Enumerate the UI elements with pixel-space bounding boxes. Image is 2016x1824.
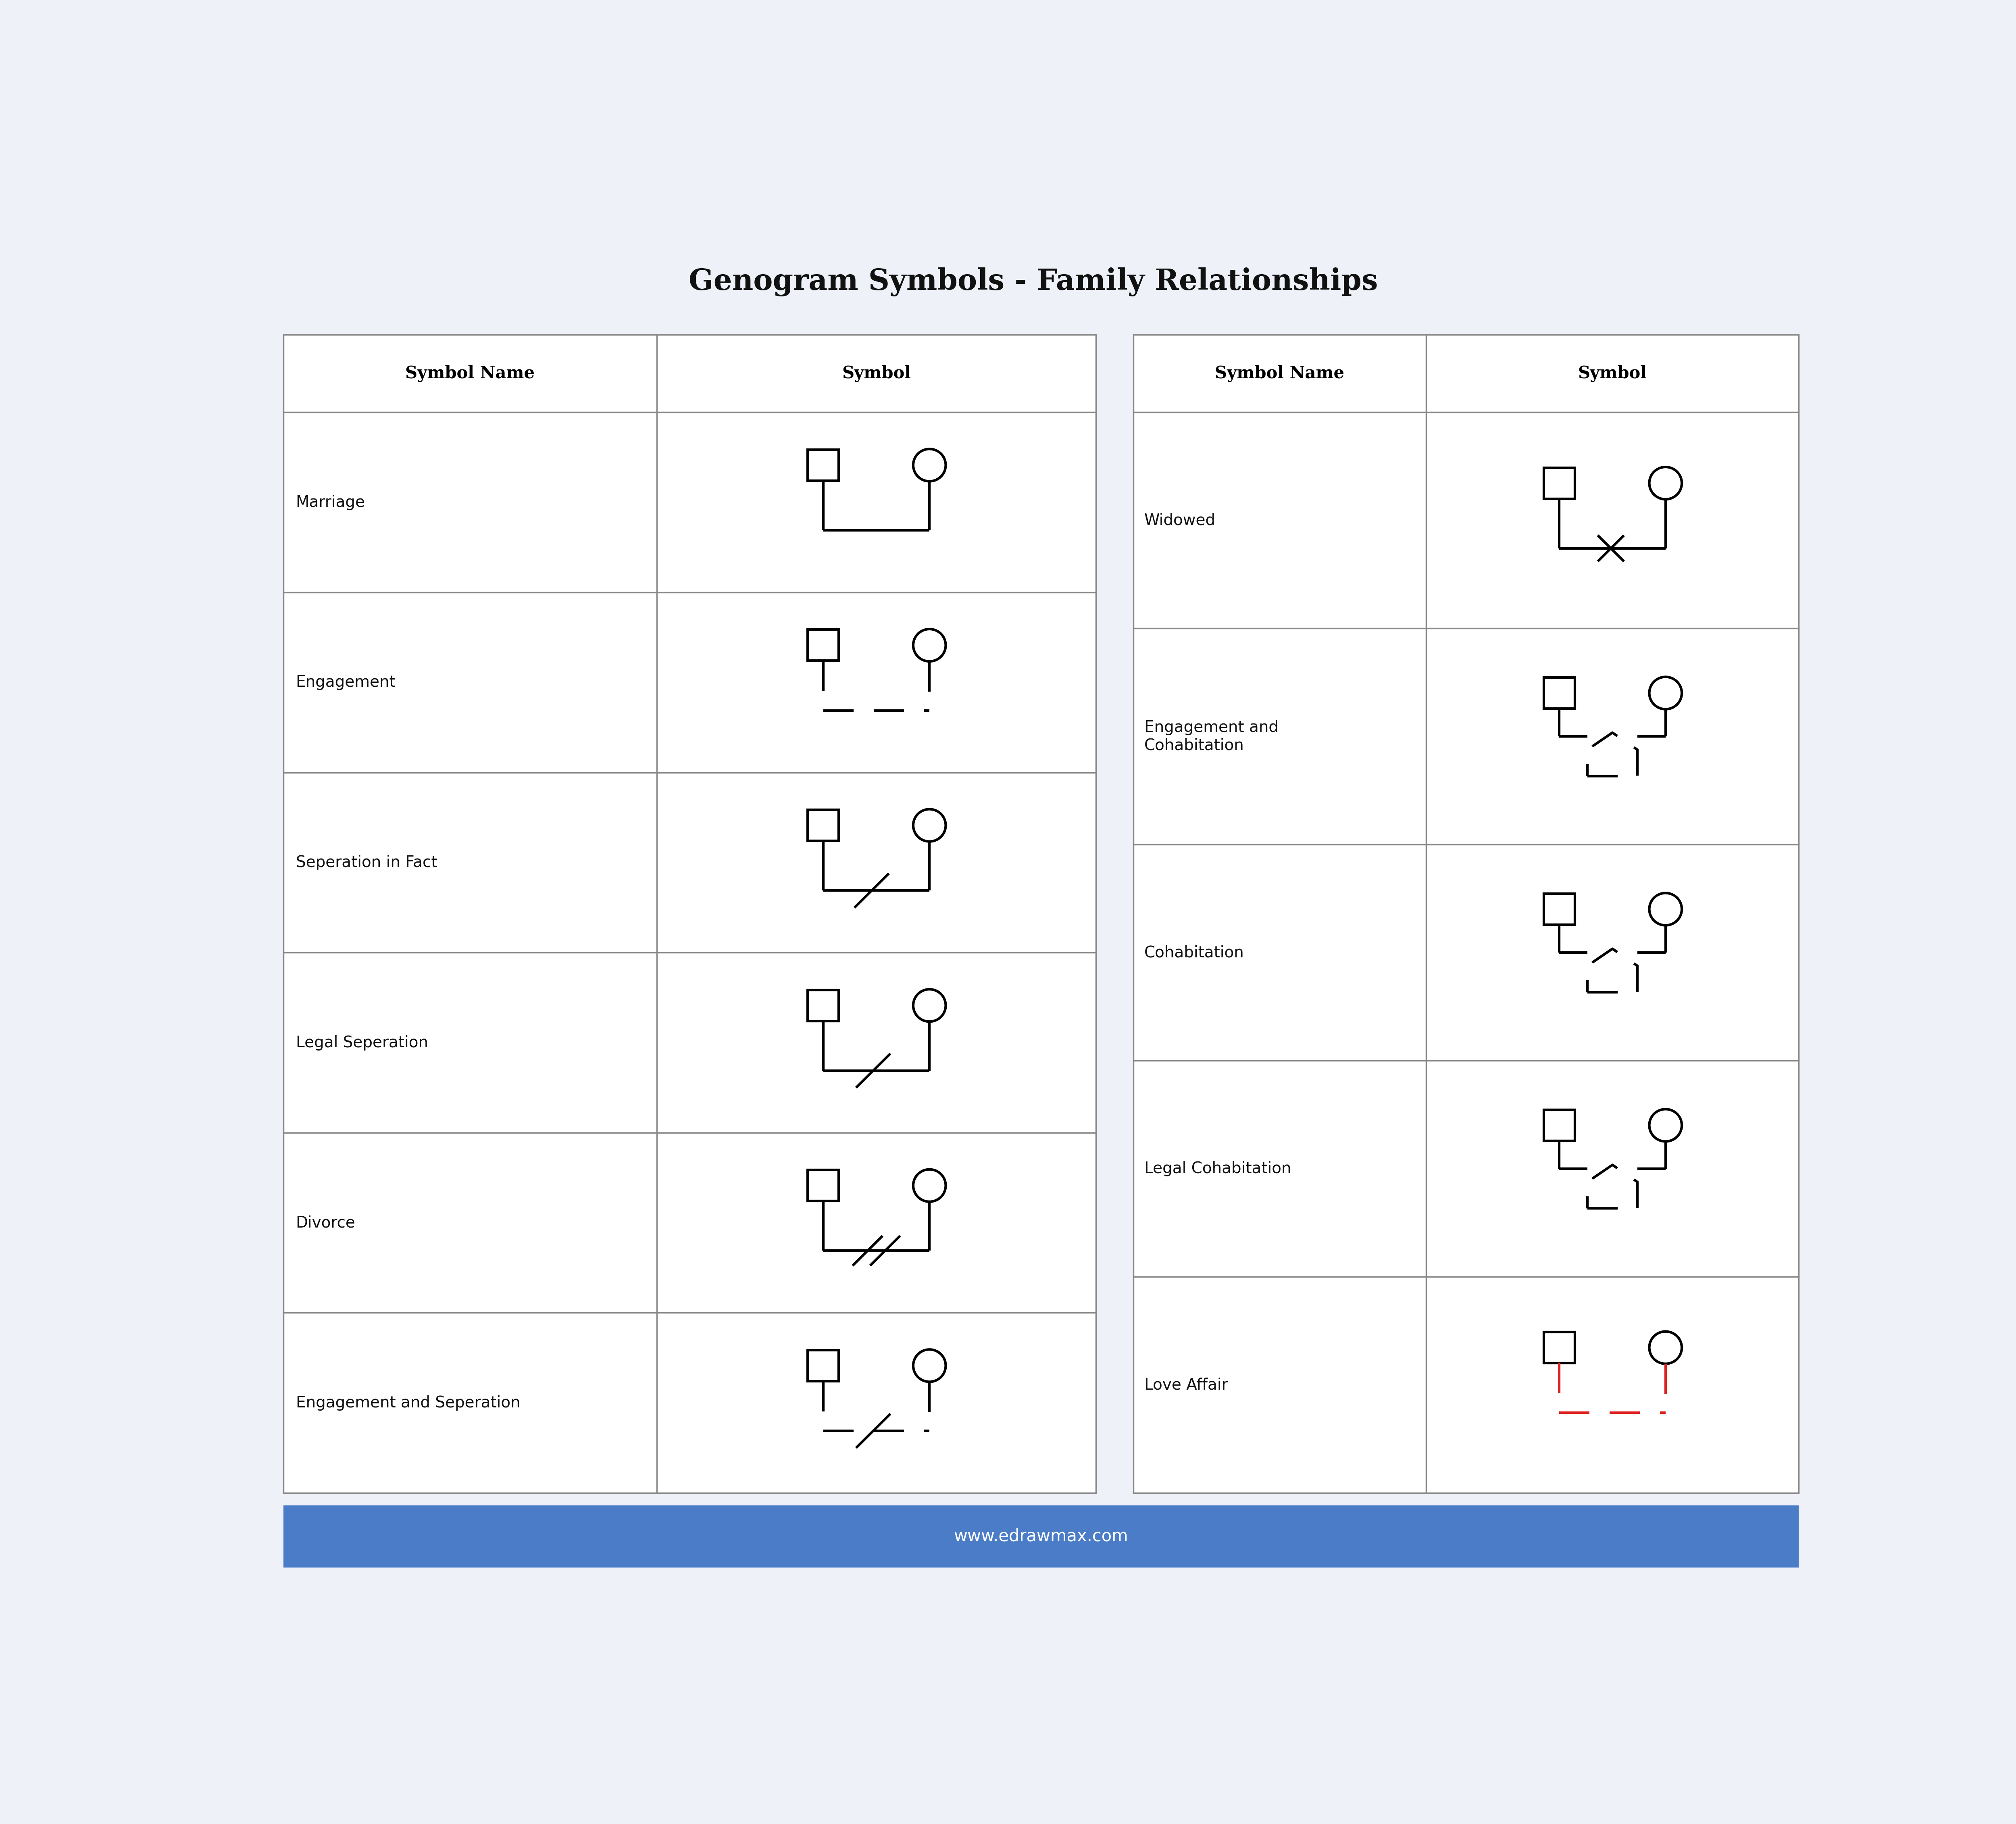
Text: Marriage: Marriage <box>296 494 365 511</box>
Bar <box>808 810 839 841</box>
Text: Seperation in Fact: Seperation in Fact <box>296 855 437 870</box>
Bar <box>808 629 839 660</box>
Polygon shape <box>1133 334 1798 1492</box>
Text: Cohabitation: Cohabitation <box>1145 945 1244 959</box>
Text: Love Affair: Love Affair <box>1145 1377 1228 1392</box>
Text: Symbol: Symbol <box>843 365 911 381</box>
Text: www.edrawmax.com: www.edrawmax.com <box>954 1529 1129 1545</box>
Bar <box>1544 677 1574 708</box>
Bar <box>1544 1109 1574 1140</box>
Text: Engagement: Engagement <box>296 675 395 689</box>
Text: Legal Seperation: Legal Seperation <box>296 1034 427 1051</box>
Text: Divorce: Divorce <box>296 1215 355 1231</box>
Text: Symbol Name: Symbol Name <box>1216 365 1345 381</box>
Text: Symbol: Symbol <box>1579 365 1647 381</box>
Text: Genogram Symbols - Family Relationships: Genogram Symbols - Family Relationships <box>689 268 1377 297</box>
Text: Legal Cohabitation: Legal Cohabitation <box>1145 1162 1290 1176</box>
Bar <box>808 990 839 1021</box>
Text: Widowed: Widowed <box>1145 513 1216 529</box>
Bar <box>282 1505 1798 1567</box>
Bar <box>808 1350 839 1381</box>
Polygon shape <box>282 334 1097 1492</box>
Bar <box>1544 467 1574 498</box>
Bar <box>1544 1332 1574 1363</box>
Bar <box>808 1169 839 1200</box>
Text: Symbol Name: Symbol Name <box>405 365 534 381</box>
Text: Engagement and
Cohabitation: Engagement and Cohabitation <box>1145 720 1278 753</box>
Bar <box>808 449 839 482</box>
Text: Engagement and Seperation: Engagement and Seperation <box>296 1395 520 1410</box>
Bar <box>1544 894 1574 925</box>
